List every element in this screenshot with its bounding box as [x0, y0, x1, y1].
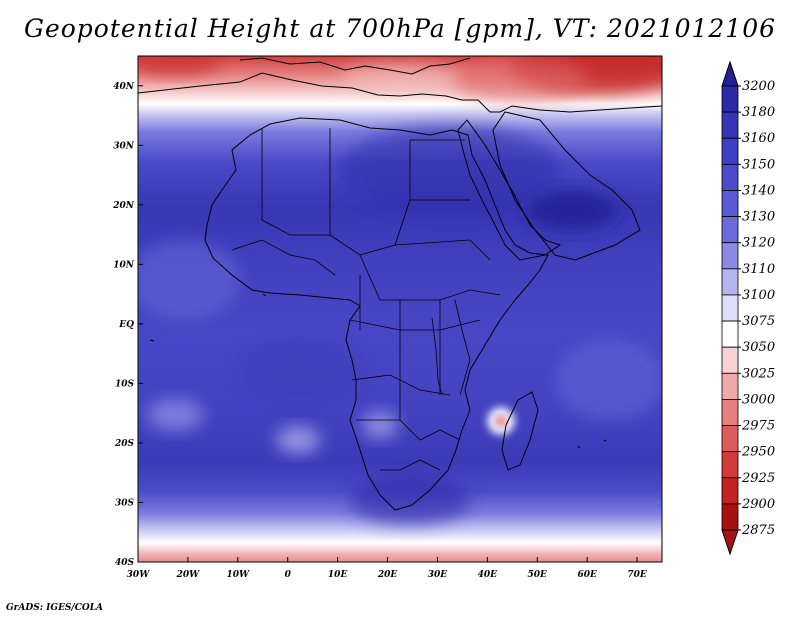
colorbar-label: 2950	[741, 445, 775, 460]
colorbar-top-arrow	[721, 60, 739, 87]
colorbar-label: 3075	[742, 314, 775, 329]
colorbar-segment	[721, 503, 739, 531]
lat-tick-label: 10N	[113, 260, 135, 270]
map-title: Geopotential Height at 700hPa [gpm], VT:…	[23, 14, 777, 43]
lon-tick-label: 10W	[226, 570, 250, 580]
lon-tick-label: 70E	[627, 570, 647, 580]
colorbar-segment	[721, 216, 739, 244]
colorbar-bottom-arrow	[721, 529, 739, 556]
lat-tick-label: 40S	[115, 558, 135, 568]
colorbar-label: 3160	[742, 131, 775, 146]
colorbar-label: 2925	[741, 471, 775, 486]
lon-tick-label: 30E	[428, 570, 448, 580]
colorbar-label: 3100	[742, 288, 775, 303]
lon-tick-label: 60E	[577, 570, 597, 580]
colorbar-label: 3140	[742, 183, 775, 198]
country-borders	[231, 128, 501, 471]
colorbar-segment	[721, 242, 739, 270]
colorbar-label: 3150	[742, 157, 775, 172]
colorbar-segment	[721, 372, 739, 400]
colorbar-label: 3025	[742, 366, 775, 381]
colorbar-segment	[721, 268, 739, 296]
colorbar-segment	[721, 85, 739, 113]
lat-tick-label: 20N	[112, 201, 135, 211]
coastlines	[138, 57, 662, 511]
lon-tick-label: 20E	[377, 570, 398, 580]
colorbar: 3200 3180 3160 3150 3140 3130 3120 3110 3100 3075…	[721, 60, 775, 556]
lon-tick-label: 0	[285, 570, 292, 580]
lon-tick-label: 30W	[127, 570, 151, 580]
colorbar-label: 3120	[742, 236, 775, 251]
lat-tick-label: 40N	[113, 82, 135, 92]
lon-tick-label: 50E	[528, 570, 548, 580]
colorbar-label: 3200	[742, 79, 775, 94]
lat-tick-label: 10S	[115, 379, 135, 389]
map-frame	[137, 55, 663, 563]
latitude-axis: 40N 30N 20N 10N EQ 10S 20S 30S 40S	[112, 82, 143, 568]
colorbar-segment	[721, 477, 739, 505]
lon-tick-label: 40E	[478, 570, 498, 580]
colorbar-segment	[721, 320, 739, 348]
lat-tick-label: 30S	[115, 498, 135, 508]
colorbar-segment	[721, 451, 739, 479]
colorbar-label: 3050	[742, 340, 775, 355]
colorbar-label: 2975	[741, 419, 775, 434]
colorbar-label: 3180	[742, 105, 775, 120]
colorbar-segment	[721, 190, 739, 217]
colorbar-label: 3110	[742, 262, 775, 277]
colorbar-segment	[721, 137, 739, 165]
lat-tick-label: 20S	[114, 439, 135, 449]
colorbar-segment	[721, 294, 739, 322]
lat-tick-label: 30N	[113, 141, 135, 151]
lon-tick-label: 20W	[176, 570, 201, 580]
colorbar-segment	[721, 425, 739, 453]
colorbar-segment	[721, 399, 739, 426]
colorbar-label: 2875	[741, 523, 775, 538]
colorbar-segment	[721, 346, 739, 374]
colorbar-segment	[721, 111, 739, 139]
colorbar-label: 3000	[742, 392, 775, 407]
colorbar-segment	[721, 163, 739, 191]
longitude-axis: 30W 20W 10W 0 10E 20E 30E 40E 50E 60E 70E	[127, 557, 647, 580]
colorbar-label: 3130	[742, 210, 775, 225]
grads-credit: GrADS: IGES/COLA	[6, 603, 104, 613]
lat-tick-label: EQ	[118, 320, 134, 330]
lon-tick-label: 10E	[328, 570, 348, 580]
colorbar-label: 2900	[741, 497, 775, 512]
